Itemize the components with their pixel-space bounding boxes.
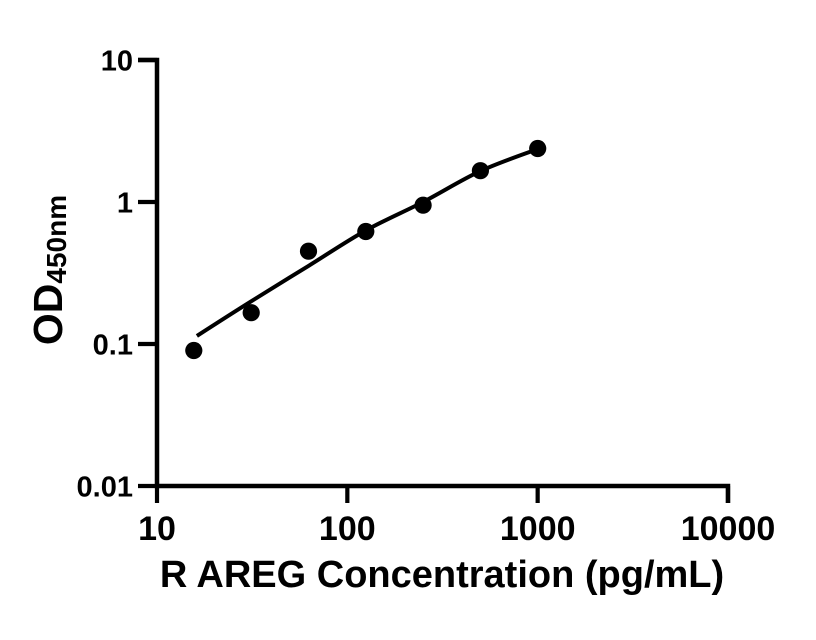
y-axis-title-main: OD [25, 284, 71, 346]
x-tick-label: 1000 [500, 510, 576, 548]
data-point [185, 341, 203, 360]
y-tick-label: 10 [101, 46, 133, 78]
axis-spines [138, 57, 731, 503]
data-point [357, 222, 375, 241]
data-point [529, 139, 547, 158]
x-axis-tick-labels: 10 100 1000 10000 [138, 510, 775, 548]
axis-ticks [138, 57, 731, 503]
y-tick-label: 0.1 [93, 330, 133, 362]
data-points [185, 139, 547, 360]
data-point [414, 196, 432, 214]
data-point [471, 162, 489, 180]
y-axis-title: OD450nm [25, 195, 72, 345]
axes [138, 57, 731, 503]
x-tick-label: 100 [319, 510, 376, 548]
x-tick-label: 10000 [681, 510, 776, 548]
data-point [299, 242, 318, 260]
y-axis-tick-labels: 10 1 0.1 0.01 [77, 46, 133, 504]
data-point [242, 304, 260, 322]
y-tick-label: 1 [117, 188, 133, 220]
x-tick-label: 10 [138, 510, 176, 548]
y-tick-label: 0.01 [77, 472, 133, 504]
y-axis-title-subscript: 450nm [41, 195, 72, 284]
x-axis-title: R AREG Concentration (pg/mL) [160, 554, 724, 596]
